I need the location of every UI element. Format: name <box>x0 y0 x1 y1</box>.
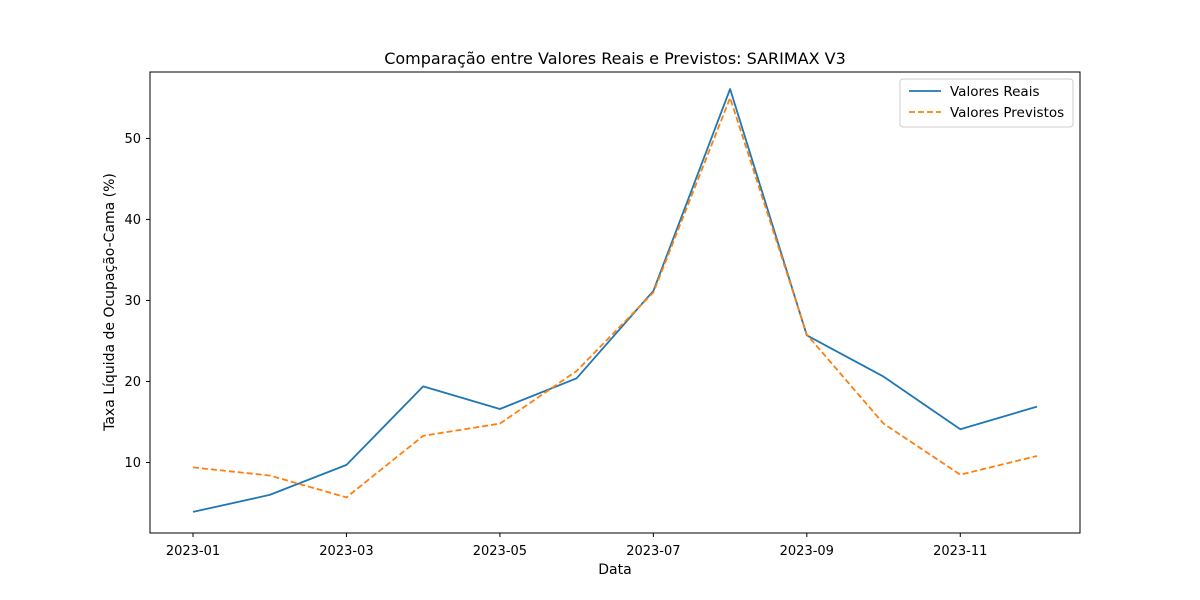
series-line-valores-reais <box>192 88 1038 513</box>
chart-title: Comparação entre Valores Reais e Previst… <box>384 49 846 68</box>
legend-label-previstos: Valores Previstos <box>950 105 1064 121</box>
x-tick-label: 2023-01 <box>166 544 220 559</box>
y-axis-label: Taxa Líquida de Ocupação-Cama (%) <box>102 173 118 432</box>
y-tick-label: 20 <box>124 375 141 390</box>
x-tick-label: 2023-03 <box>319 544 373 559</box>
x-tick-label: 2023-07 <box>626 544 680 559</box>
plot-background <box>150 72 1080 533</box>
legend-label-reais: Valores Reais <box>950 84 1040 100</box>
series-lines <box>192 88 1038 513</box>
x-tick-label: 2023-05 <box>473 544 527 559</box>
y-tick-label: 50 <box>124 132 141 147</box>
x-axis-ticks: 2023-01 2023-03 2023-05 2023-07 2023-09 2023-… <box>166 533 987 559</box>
y-tick-label: 10 <box>124 456 141 471</box>
x-tick-label: 2023-11 <box>933 544 987 559</box>
series-line-valores-previstos <box>192 97 1038 499</box>
y-tick-label: 30 <box>124 294 141 309</box>
y-tick-label: 40 <box>124 213 141 228</box>
y-axis-ticks: 10 20 30 40 50 <box>124 132 150 471</box>
x-tick-label: 2023-09 <box>780 544 834 559</box>
legend-box <box>899 78 1074 128</box>
x-axis-label: Data <box>598 562 631 578</box>
legend: Valores Reais Valores Previstos <box>899 78 1074 128</box>
plot-frame <box>149 71 1081 534</box>
